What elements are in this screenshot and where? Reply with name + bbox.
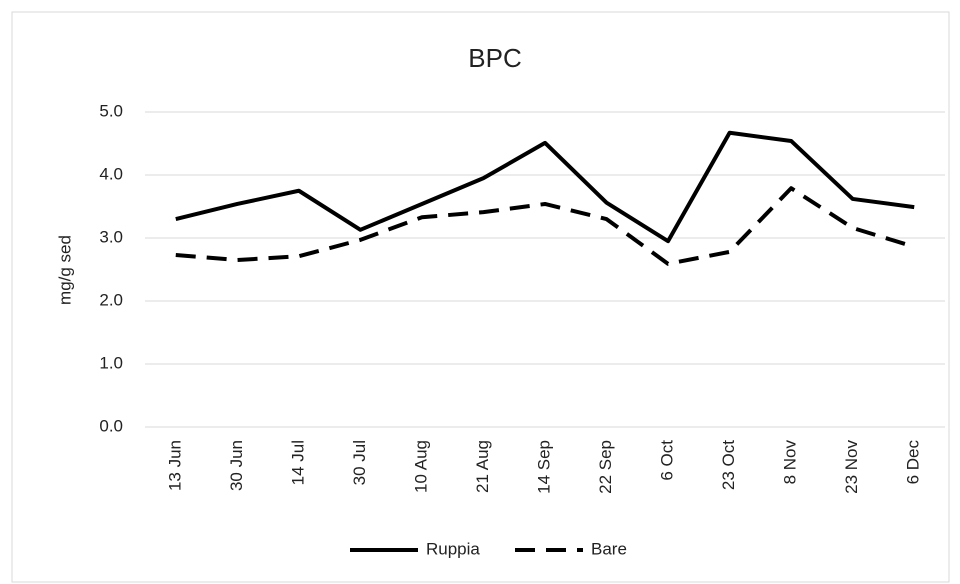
y-tick-label: 2.0 bbox=[99, 290, 123, 309]
x-tick-label: 21 Aug bbox=[473, 440, 492, 493]
x-tick-label: 23 Nov bbox=[842, 440, 861, 494]
legend-label: Ruppia bbox=[426, 539, 480, 558]
x-tick-label: 10 Aug bbox=[411, 440, 430, 493]
y-tick-label: 3.0 bbox=[99, 227, 123, 246]
y-axis-label: mg/g sed bbox=[55, 235, 74, 305]
series-line bbox=[175, 130, 915, 244]
x-tick-label: 6 Oct bbox=[658, 440, 677, 481]
y-tick-label: 5.0 bbox=[99, 101, 123, 120]
y-tick-label: 4.0 bbox=[99, 164, 123, 183]
x-tick-label: 30 Jun bbox=[227, 440, 246, 491]
x-tick-label: 22 Sep bbox=[596, 440, 615, 494]
chart-frame bbox=[11, 11, 950, 583]
x-tick-label: 8 Nov bbox=[781, 440, 800, 485]
y-tick-label: 0.0 bbox=[99, 416, 123, 435]
y-tick-label: 1.0 bbox=[99, 353, 123, 372]
chart-title: BPC bbox=[468, 43, 521, 73]
x-tick-label: 6 Dec bbox=[904, 440, 923, 485]
x-tick-label: 23 Oct bbox=[719, 440, 738, 490]
x-tick-label: 14 Jul bbox=[288, 440, 307, 485]
x-tick-label: 30 Jul bbox=[350, 440, 369, 485]
series-line bbox=[175, 186, 915, 266]
x-tick-label: 13 Jun bbox=[165, 440, 184, 491]
x-tick-label: 14 Sep bbox=[534, 440, 553, 494]
legend-label: Bare bbox=[591, 539, 627, 558]
